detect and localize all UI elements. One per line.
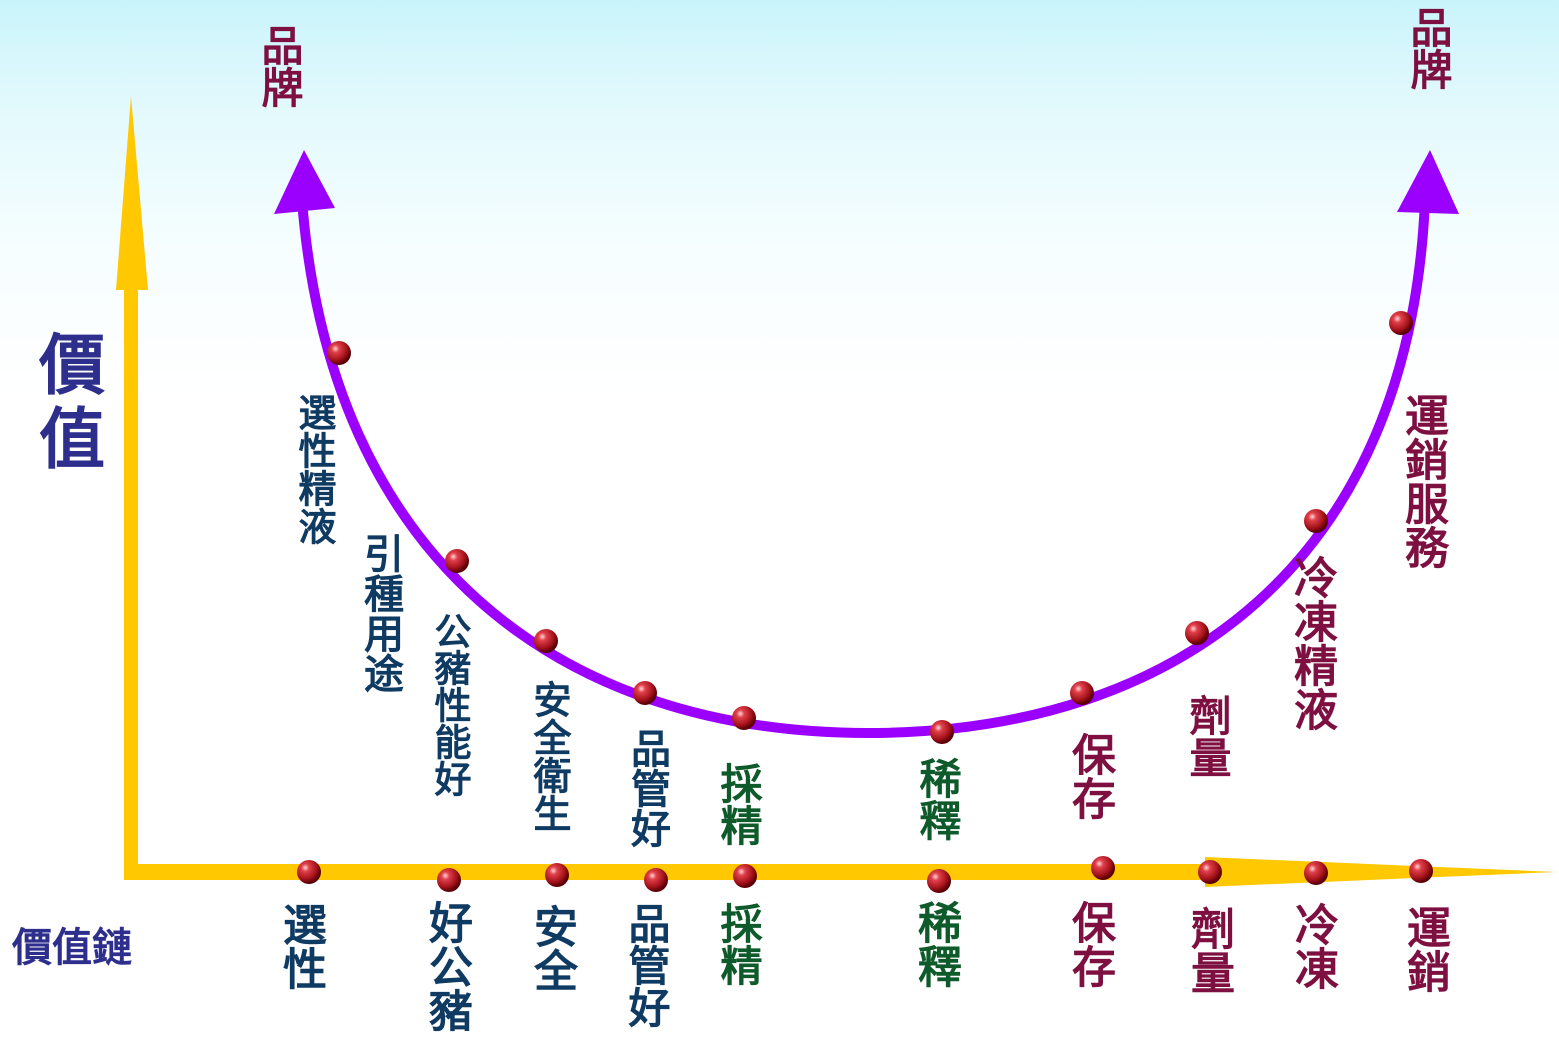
axis-dot	[1304, 861, 1328, 885]
smile-curve	[274, 150, 1459, 739]
curve-dot	[445, 549, 469, 573]
curve-dot	[1304, 509, 1328, 533]
axis-dot	[1198, 860, 1222, 884]
brand-label-right: 品牌	[1404, 6, 1453, 90]
y-axis-shaft	[124, 285, 138, 877]
y-axis	[116, 96, 148, 877]
axis-dots	[297, 856, 1433, 893]
curve-label-frozen-semen: 冷凍精液	[1286, 555, 1337, 731]
y-axis-label: 價值	[28, 330, 106, 478]
left-arrowhead	[274, 150, 335, 214]
curve-label-quality-control: 品管好	[624, 728, 671, 848]
curve-dot	[930, 720, 954, 744]
chain-label-frozen: 冷凍	[1287, 902, 1338, 990]
axis-dot	[733, 864, 757, 888]
curve-label-safety-hygiene: 安全衛生	[527, 680, 572, 832]
x-axis-label: 價值鏈	[12, 924, 132, 971]
curve-label-storage: 保存	[1064, 732, 1115, 820]
curve-label-dilution: 稀釋	[913, 757, 962, 841]
curve-label-breed-use: 引種用途	[357, 533, 404, 693]
right-arrowhead	[1397, 150, 1459, 214]
chain-label-quality: 品管好	[622, 902, 671, 1028]
axis-dot	[297, 860, 321, 884]
curve-dot	[534, 629, 558, 653]
curve-dot	[732, 706, 756, 730]
curve-label-select-semen: 選性精液	[292, 393, 337, 545]
y-axis-arrowhead	[116, 96, 148, 290]
x-axis-arrowhead	[1205, 857, 1556, 887]
x-axis-shaft	[124, 864, 1214, 880]
axis-dot	[545, 863, 569, 887]
curve-dot	[1070, 681, 1094, 705]
chain-label-dilution: 稀釋	[910, 900, 961, 988]
curve-dots	[327, 311, 1413, 744]
curve-dot	[327, 341, 351, 365]
curve-label-collection: 採精	[714, 762, 763, 846]
curve-dot	[1185, 621, 1209, 645]
chain-label-logistics: 運銷	[1399, 905, 1450, 993]
smile-curve-line	[297, 195, 1430, 739]
chain-label-dosage: 劑量	[1183, 906, 1234, 994]
axis-dot	[1409, 859, 1433, 883]
curve-label-boar-performance: 公豬性能好	[428, 612, 472, 797]
chain-label-select: 選性	[275, 902, 326, 990]
axis-dot	[644, 868, 668, 892]
axis-dot	[1091, 856, 1115, 880]
chain-label-collection: 採精	[714, 902, 763, 986]
brand-label-left: 品牌	[255, 24, 304, 108]
curve-dot	[1389, 311, 1413, 335]
curve-label-logistics-service: 運銷服務	[1397, 393, 1448, 569]
curve-dot	[633, 681, 657, 705]
chain-label-safety: 安全	[526, 904, 577, 992]
axis-dot	[437, 868, 461, 892]
chain-label-good-boar: 好公豬	[421, 900, 472, 1032]
chain-label-storage: 保存	[1064, 900, 1115, 988]
curve-label-dosage: 劑量	[1183, 694, 1232, 778]
x-axis	[124, 857, 1556, 887]
axis-dot	[927, 869, 951, 893]
